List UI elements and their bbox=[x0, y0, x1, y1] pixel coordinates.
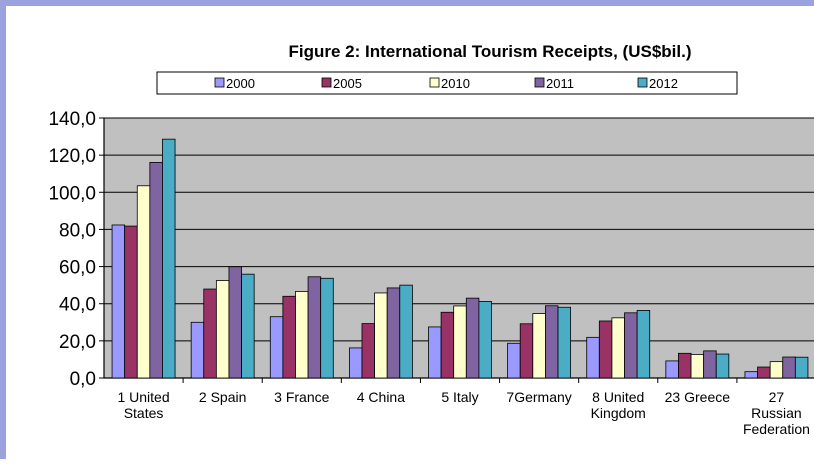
bar-2012 bbox=[320, 277, 334, 379]
legend-label-2010: 2010 bbox=[441, 76, 470, 91]
bar-2012 bbox=[241, 273, 255, 379]
bar-2010 bbox=[769, 361, 784, 379]
bar-2000 bbox=[586, 336, 600, 379]
bar-2012 bbox=[478, 301, 492, 379]
bar-2005 bbox=[678, 352, 692, 379]
bar-2000 bbox=[744, 371, 758, 379]
y-tick-label: 100,0 bbox=[48, 183, 96, 204]
legend: 2000 2005 2010 2011 2012 bbox=[156, 71, 738, 95]
bar-2011 bbox=[228, 266, 242, 379]
bar-2012 bbox=[162, 138, 176, 379]
bar-2005 bbox=[757, 366, 771, 379]
x-tick-label: 2 Spain bbox=[199, 389, 246, 405]
bar-2005 bbox=[361, 323, 375, 379]
bar-2000 bbox=[111, 224, 126, 379]
bar-2000 bbox=[190, 321, 205, 379]
bar-2011 bbox=[386, 287, 401, 379]
plot-area: 0,0 20,0 40,0 60,0 80,0 100,0 120,0 140,0 1 Unit… bbox=[48, 109, 814, 437]
bar-2005 bbox=[282, 295, 296, 379]
x-tick-label: 27 Russian Federation bbox=[743, 389, 810, 437]
y-tick-label: 60,0 bbox=[59, 258, 96, 279]
x-tick-label: 5 Italy bbox=[441, 389, 478, 405]
y-tick-label: 140,0 bbox=[48, 109, 96, 130]
bar-2010 bbox=[532, 313, 546, 379]
x-tick-label: 3 France bbox=[274, 389, 329, 405]
bar-2005 bbox=[519, 323, 534, 379]
legend-swatch-2011 bbox=[534, 77, 545, 88]
bar-2012 bbox=[636, 309, 651, 379]
bar-2012 bbox=[715, 353, 730, 379]
legend-label-2005: 2005 bbox=[333, 76, 362, 91]
bar-2005 bbox=[124, 225, 138, 379]
bar-2000 bbox=[348, 347, 363, 379]
bar-2011 bbox=[149, 161, 163, 379]
bar-2012 bbox=[399, 284, 413, 379]
bar-2010 bbox=[611, 317, 625, 379]
bar-2012 bbox=[557, 306, 572, 379]
y-tick-label: 40,0 bbox=[59, 295, 96, 316]
bar-2010 bbox=[215, 280, 230, 379]
bar-2010 bbox=[295, 291, 309, 379]
bar-2011 bbox=[545, 305, 559, 379]
bar-2000 bbox=[665, 360, 679, 379]
x-tick-label: 7Germany bbox=[506, 389, 571, 405]
legend-swatch-2012 bbox=[637, 77, 648, 88]
bar-2011 bbox=[703, 350, 717, 379]
chart: Figure 2: International Tourism Receipts… bbox=[48, 42, 814, 437]
legend-label-2011: 2011 bbox=[546, 76, 574, 91]
chart-title: Figure 2: International Tourism Receipts… bbox=[288, 42, 691, 61]
bar-2005 bbox=[203, 288, 217, 379]
bar-2010 bbox=[136, 185, 151, 379]
y-tick-label: 20,0 bbox=[59, 332, 96, 353]
bar-2011 bbox=[782, 356, 796, 379]
bar-2000 bbox=[428, 326, 442, 379]
bar-2010 bbox=[374, 292, 388, 379]
legend-label-2012: 2012 bbox=[649, 76, 678, 91]
y-tick-label: 0,0 bbox=[70, 369, 96, 390]
x-tick-label: 4 China bbox=[357, 389, 405, 405]
bar-2000 bbox=[507, 342, 521, 379]
x-tick-label: 23 Greece bbox=[665, 389, 731, 405]
bar-2012 bbox=[794, 356, 809, 379]
legend-swatch-2010 bbox=[429, 77, 440, 88]
legend-label-2000: 2000 bbox=[226, 76, 255, 91]
bar-2010 bbox=[690, 354, 705, 379]
legend-swatch-2000 bbox=[214, 77, 225, 88]
legend-swatch-2005 bbox=[321, 77, 332, 88]
y-tick-label: 80,0 bbox=[59, 220, 96, 241]
bar-2010 bbox=[453, 305, 467, 379]
bar-2011 bbox=[465, 297, 480, 379]
bar-2011 bbox=[307, 276, 322, 379]
bar-2005 bbox=[440, 311, 455, 379]
y-tick-label: 120,0 bbox=[48, 146, 96, 167]
bar-2000 bbox=[269, 316, 284, 379]
bar-2011 bbox=[624, 312, 638, 379]
x-tick-label: 1 United States bbox=[117, 389, 169, 421]
x-tick-label: 8 United Kingdom bbox=[591, 389, 646, 421]
bar-2005 bbox=[598, 320, 613, 379]
legend-box bbox=[156, 71, 738, 95]
